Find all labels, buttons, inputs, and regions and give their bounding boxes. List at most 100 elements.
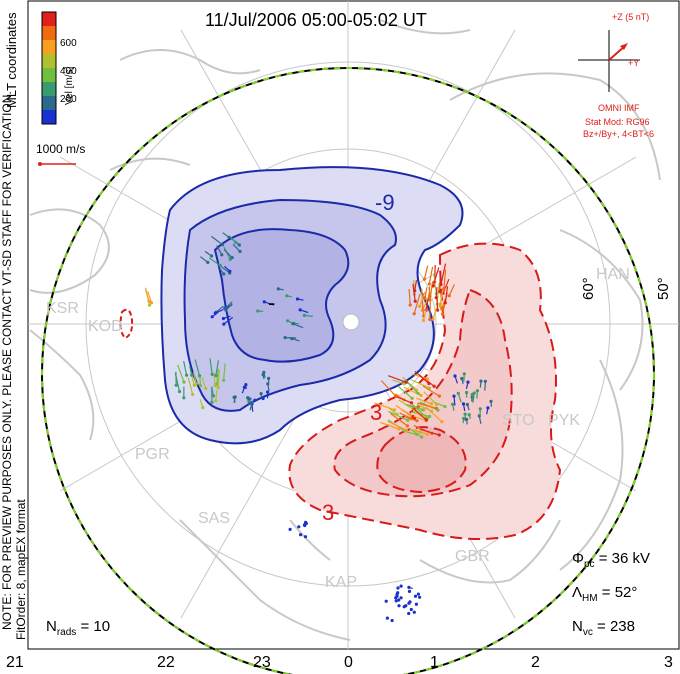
velocity-vector	[478, 415, 482, 425]
colorbar-swatch	[42, 96, 56, 111]
vector-origin	[216, 385, 220, 389]
velocity-vector	[388, 410, 409, 421]
lambda-hm-sub: HM	[582, 593, 598, 604]
velocity-vectors	[144, 232, 493, 623]
velocity-vector	[408, 289, 411, 306]
velocity-vector	[461, 378, 464, 385]
station-pyk: PYK	[548, 412, 581, 429]
velocity-vector	[414, 429, 428, 435]
vector-origin	[303, 535, 308, 539]
imf-source: OMNI IMF	[598, 103, 640, 113]
velocity-vector	[405, 416, 418, 422]
vector-origin	[182, 396, 186, 400]
small-positive-blob	[119, 308, 134, 340]
velocity-vector	[392, 379, 405, 385]
velocity-vector	[187, 377, 194, 395]
velocity-vector	[264, 301, 275, 306]
n-rads-sub: rads	[56, 627, 77, 638]
velocity-vector	[262, 374, 265, 380]
velocity-vector	[223, 249, 233, 259]
velocity-vector	[211, 235, 223, 246]
phi-pc-symbol: Φ	[572, 550, 584, 567]
velocity-vector	[379, 421, 400, 430]
latitude-label-60: 60°	[580, 277, 597, 300]
colorbar-swatch	[42, 82, 56, 97]
velocity-vector	[484, 381, 486, 391]
vector-origin	[402, 605, 406, 609]
vector-origin	[418, 595, 422, 599]
velocity-vector	[192, 371, 197, 384]
velocity-vector	[441, 298, 446, 310]
lambda-hm-value: = 52°	[601, 584, 638, 601]
velocity-vector	[211, 387, 214, 397]
vector-origin	[394, 599, 398, 603]
velocity-vector	[216, 245, 223, 256]
velocity-vector	[408, 586, 413, 589]
hm-boundary-green	[41, 67, 655, 674]
station-kap: KAP	[325, 574, 358, 591]
velocity-vector	[387, 375, 407, 383]
velocity-vector	[304, 314, 313, 317]
velocity-vector	[147, 291, 153, 303]
colorbar-tick-400: 400	[60, 66, 77, 77]
velocity-vector	[405, 403, 423, 411]
stat-phi-pc: Φpc = 36 kV	[572, 550, 650, 570]
station-sto: STO	[502, 412, 535, 429]
velocity-vector	[204, 250, 212, 257]
vector-origin	[409, 607, 413, 612]
vector-origin	[288, 527, 292, 532]
velocity-vector	[390, 413, 408, 427]
velocity-vector	[411, 379, 430, 389]
mlt-label-0: 0	[344, 654, 353, 671]
velocity-vector	[462, 403, 466, 412]
vector-origin	[261, 396, 265, 401]
velocity-vector	[249, 402, 253, 411]
vector-origin	[416, 592, 420, 596]
phi-pc-sub: pc	[583, 559, 595, 570]
velocity-vector	[412, 373, 428, 380]
vector-origin	[384, 599, 388, 603]
velocity-vector	[223, 315, 231, 320]
velocity-vector	[423, 265, 429, 280]
vector-origin	[413, 594, 418, 598]
vector-origin	[395, 593, 399, 597]
vector-origin	[253, 398, 257, 402]
velocity-vector	[423, 391, 438, 405]
velocity-vector	[216, 369, 219, 385]
velocity-vector	[374, 402, 395, 411]
velocity-vector	[417, 402, 437, 409]
velocity-vector	[241, 387, 245, 394]
velocity-vector	[468, 414, 471, 419]
n-vc-sub: vc	[582, 627, 593, 638]
velocity-vector	[414, 280, 418, 291]
vector-origin	[297, 525, 301, 529]
velocity-vector	[479, 381, 482, 388]
velocity-vector	[209, 358, 213, 375]
velocity-vector	[199, 399, 204, 408]
velocity-vector	[452, 404, 455, 411]
velocity-vector	[297, 298, 304, 301]
vector-origin	[302, 523, 307, 527]
velocity-vector	[222, 232, 230, 238]
velocity-vector	[267, 383, 270, 391]
velocity-vector	[215, 389, 218, 401]
velocity-vector	[183, 360, 188, 376]
velocity-vector	[215, 360, 219, 376]
negative-potential-cell	[160, 166, 464, 445]
mlt-label-22: 22	[157, 654, 175, 671]
velocity-vector	[444, 286, 449, 303]
velocity-vector	[418, 291, 426, 307]
velocity-vector	[200, 256, 209, 263]
vector-origin	[390, 618, 394, 623]
velocity-vector	[471, 394, 474, 402]
velocity-vector	[396, 396, 412, 404]
velocity-vector	[432, 307, 438, 320]
velocity-vector	[397, 385, 413, 399]
velocity-vector	[414, 370, 430, 384]
velocity-vector	[233, 397, 236, 403]
velocity-vector	[208, 257, 221, 266]
velocity-vector	[486, 407, 489, 415]
colorbar-swatch	[42, 54, 56, 69]
n-rads-symbol: N	[46, 618, 57, 635]
velocity-vector	[387, 420, 407, 431]
